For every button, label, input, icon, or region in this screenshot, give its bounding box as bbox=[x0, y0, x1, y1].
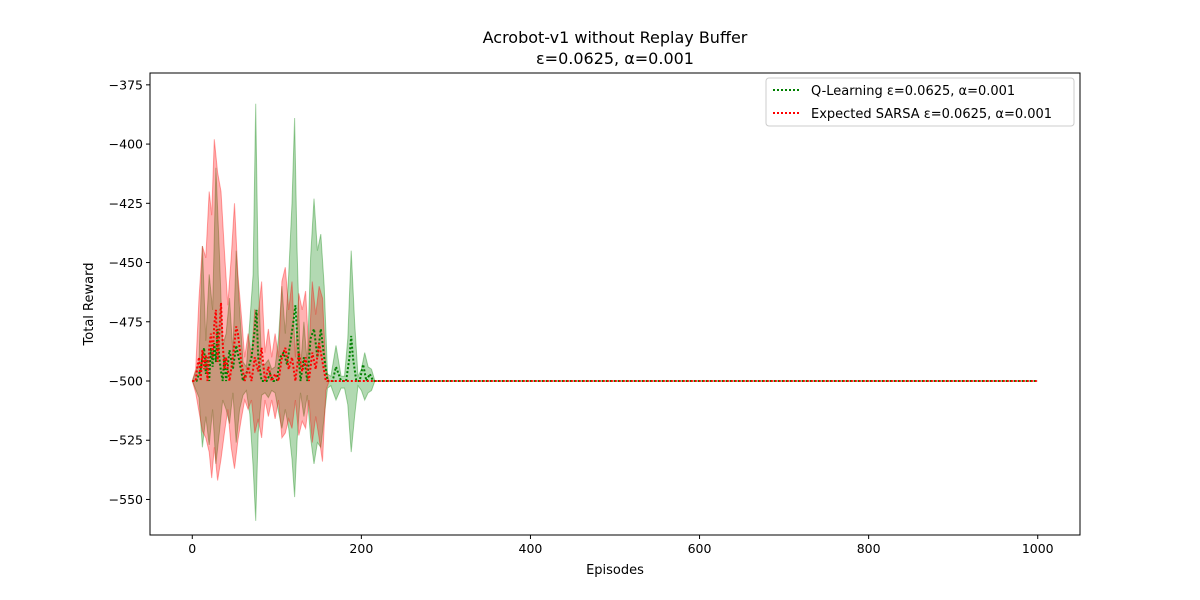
x-tick-label: 1000 bbox=[1022, 541, 1054, 556]
x-tick-label: 200 bbox=[349, 541, 373, 556]
y-tick-label: −375 bbox=[109, 77, 143, 92]
x-tick-label: 400 bbox=[519, 541, 543, 556]
legend: Q-Learning ε=0.0625, α=0.001 Expected SA… bbox=[765, 77, 1075, 127]
y-tick-label: −550 bbox=[109, 492, 143, 507]
y-axis-title: Total Reward bbox=[82, 263, 97, 347]
y-tick-label: −450 bbox=[109, 255, 143, 270]
x-axis: 0 200 400 600 800 1000 bbox=[188, 535, 1054, 556]
expected-sarsa-mean-line bbox=[192, 302, 1038, 385]
x-axis-title: Episodes bbox=[586, 563, 644, 578]
legend-label-q-learning: Q-Learning ε=0.0625, α=0.001 bbox=[811, 84, 1015, 99]
chart-subtitle: ε=0.0625, α=0.001 bbox=[536, 49, 694, 68]
plot-frame bbox=[149, 72, 1081, 536]
x-tick-label: 800 bbox=[857, 541, 881, 556]
mean-lines bbox=[192, 302, 1038, 385]
y-axis: −375 −400 −425 −450 −475 −500 −525 −550 bbox=[109, 77, 150, 507]
chart-title: Acrobot-v1 without Replay Buffer bbox=[483, 28, 748, 47]
x-tick-label: 0 bbox=[188, 541, 196, 556]
y-tick-label: −475 bbox=[109, 314, 143, 329]
legend-label-expected-sarsa: Expected SARSA ε=0.0625, α=0.001 bbox=[811, 107, 1052, 122]
y-tick-label: −400 bbox=[109, 137, 143, 152]
x-tick-label: 600 bbox=[688, 541, 712, 556]
legend-box bbox=[765, 77, 1075, 127]
expected-sarsa-band bbox=[191, 139, 336, 481]
y-tick-label: −500 bbox=[109, 374, 143, 389]
y-tick-label: −425 bbox=[109, 196, 143, 211]
y-tick-label: −525 bbox=[109, 433, 143, 448]
